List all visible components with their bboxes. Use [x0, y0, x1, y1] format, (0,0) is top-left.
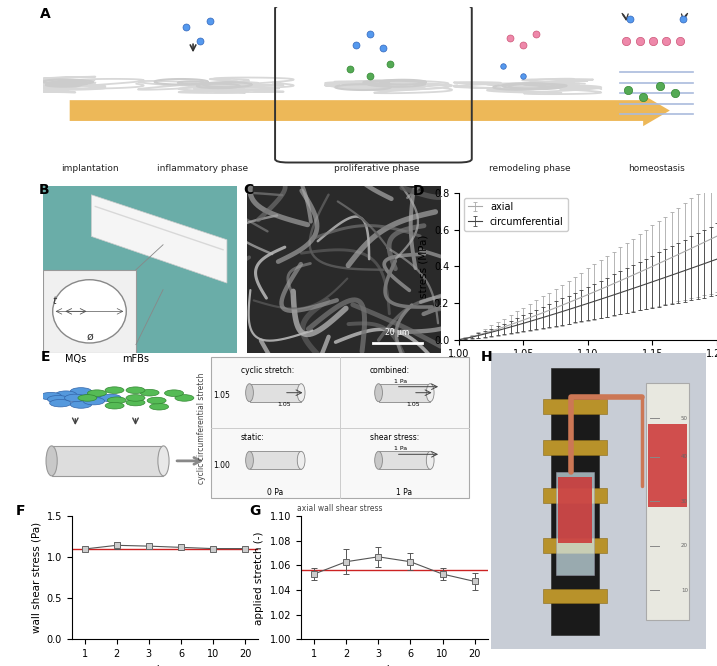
- Circle shape: [70, 388, 92, 395]
- Circle shape: [100, 394, 121, 402]
- Text: 1 Pa: 1 Pa: [394, 446, 407, 452]
- Circle shape: [126, 387, 145, 394]
- Text: 10: 10: [681, 587, 688, 593]
- Bar: [379, 384, 430, 402]
- Text: inflammatory phase: inflammatory phase: [158, 164, 249, 173]
- Text: 30: 30: [681, 499, 688, 503]
- Y-axis label: wall shear stress (Pa): wall shear stress (Pa): [31, 522, 41, 633]
- FancyArrow shape: [70, 95, 670, 126]
- Bar: [648, 424, 687, 507]
- Circle shape: [165, 390, 184, 396]
- Circle shape: [147, 397, 166, 404]
- Text: 1 Pa: 1 Pa: [394, 379, 407, 384]
- Text: E: E: [41, 350, 50, 364]
- Circle shape: [105, 402, 124, 409]
- Circle shape: [78, 395, 97, 401]
- Bar: [551, 368, 599, 635]
- Bar: [543, 488, 607, 503]
- Text: 1.00: 1.00: [213, 462, 230, 470]
- Text: D: D: [412, 184, 424, 198]
- Text: remodeling phase: remodeling phase: [489, 164, 571, 173]
- Ellipse shape: [427, 384, 434, 402]
- Ellipse shape: [298, 384, 305, 402]
- Text: combined:: combined:: [370, 366, 410, 375]
- Circle shape: [126, 395, 145, 401]
- Ellipse shape: [375, 384, 382, 402]
- Ellipse shape: [158, 446, 169, 476]
- Bar: [250, 384, 301, 402]
- Bar: [543, 399, 607, 414]
- Text: ø: ø: [86, 331, 93, 342]
- Bar: [543, 538, 607, 553]
- Circle shape: [126, 399, 145, 406]
- Text: MQs: MQs: [65, 354, 86, 364]
- Circle shape: [105, 387, 124, 394]
- Text: shear stress:: shear stress:: [370, 434, 419, 442]
- Text: 1.05: 1.05: [407, 402, 420, 407]
- Text: t: t: [52, 296, 57, 306]
- Text: 20 μm: 20 μm: [385, 328, 409, 337]
- Text: 40: 40: [681, 454, 688, 460]
- Circle shape: [83, 398, 105, 405]
- Circle shape: [40, 392, 62, 400]
- Text: G: G: [249, 503, 260, 518]
- Polygon shape: [92, 195, 227, 283]
- Circle shape: [108, 397, 126, 404]
- Bar: [558, 478, 592, 543]
- Circle shape: [49, 400, 71, 407]
- Text: static:: static:: [241, 434, 265, 442]
- Circle shape: [70, 401, 92, 408]
- Ellipse shape: [246, 452, 253, 470]
- Bar: [52, 446, 163, 476]
- Y-axis label: stress (MPa): stress (MPa): [418, 234, 428, 298]
- Circle shape: [140, 390, 159, 396]
- Text: implantation: implantation: [61, 164, 118, 173]
- Bar: [543, 440, 607, 456]
- Y-axis label: applied stretch (-): applied stretch (-): [255, 531, 265, 625]
- Bar: [43, 270, 136, 353]
- Bar: [379, 452, 430, 470]
- Text: 50: 50: [681, 416, 688, 421]
- Circle shape: [175, 395, 194, 401]
- Text: 1 Pa: 1 Pa: [397, 488, 412, 497]
- Ellipse shape: [298, 452, 305, 470]
- X-axis label: days: days: [382, 665, 407, 666]
- Text: 20: 20: [681, 543, 688, 548]
- Text: B: B: [39, 183, 49, 197]
- X-axis label: days: days: [153, 665, 177, 666]
- Text: homeostasis: homeostasis: [628, 164, 685, 173]
- Text: 1.05: 1.05: [277, 402, 291, 407]
- Circle shape: [47, 396, 69, 403]
- Circle shape: [87, 390, 106, 396]
- Legend: axial, circumferential: axial, circumferential: [464, 198, 568, 230]
- Text: A: A: [39, 7, 50, 21]
- Text: 1.05: 1.05: [213, 391, 230, 400]
- Text: cyclic circumferential stretch: cyclic circumferential stretch: [197, 372, 206, 484]
- Circle shape: [150, 404, 168, 410]
- Text: H: H: [480, 350, 492, 364]
- Text: 0 Pa: 0 Pa: [267, 488, 283, 497]
- Circle shape: [55, 391, 77, 398]
- Ellipse shape: [246, 384, 253, 402]
- Text: axial wall shear stress: axial wall shear stress: [297, 504, 383, 513]
- Ellipse shape: [46, 446, 57, 476]
- Bar: [646, 382, 689, 619]
- Circle shape: [80, 392, 101, 399]
- Text: mFBs: mFBs: [122, 354, 149, 364]
- Bar: [250, 452, 301, 470]
- Bar: [211, 358, 469, 498]
- Text: proliferative phase: proliferative phase: [333, 164, 419, 173]
- Text: C: C: [244, 183, 254, 197]
- Bar: [543, 589, 607, 603]
- Circle shape: [52, 280, 126, 343]
- Text: cyclic stretch:: cyclic stretch:: [241, 366, 294, 375]
- Bar: [556, 472, 594, 575]
- Ellipse shape: [427, 452, 434, 470]
- Ellipse shape: [375, 452, 382, 470]
- Text: F: F: [16, 503, 25, 518]
- Circle shape: [65, 394, 86, 402]
- X-axis label: stretch (-): stretch (-): [562, 365, 614, 375]
